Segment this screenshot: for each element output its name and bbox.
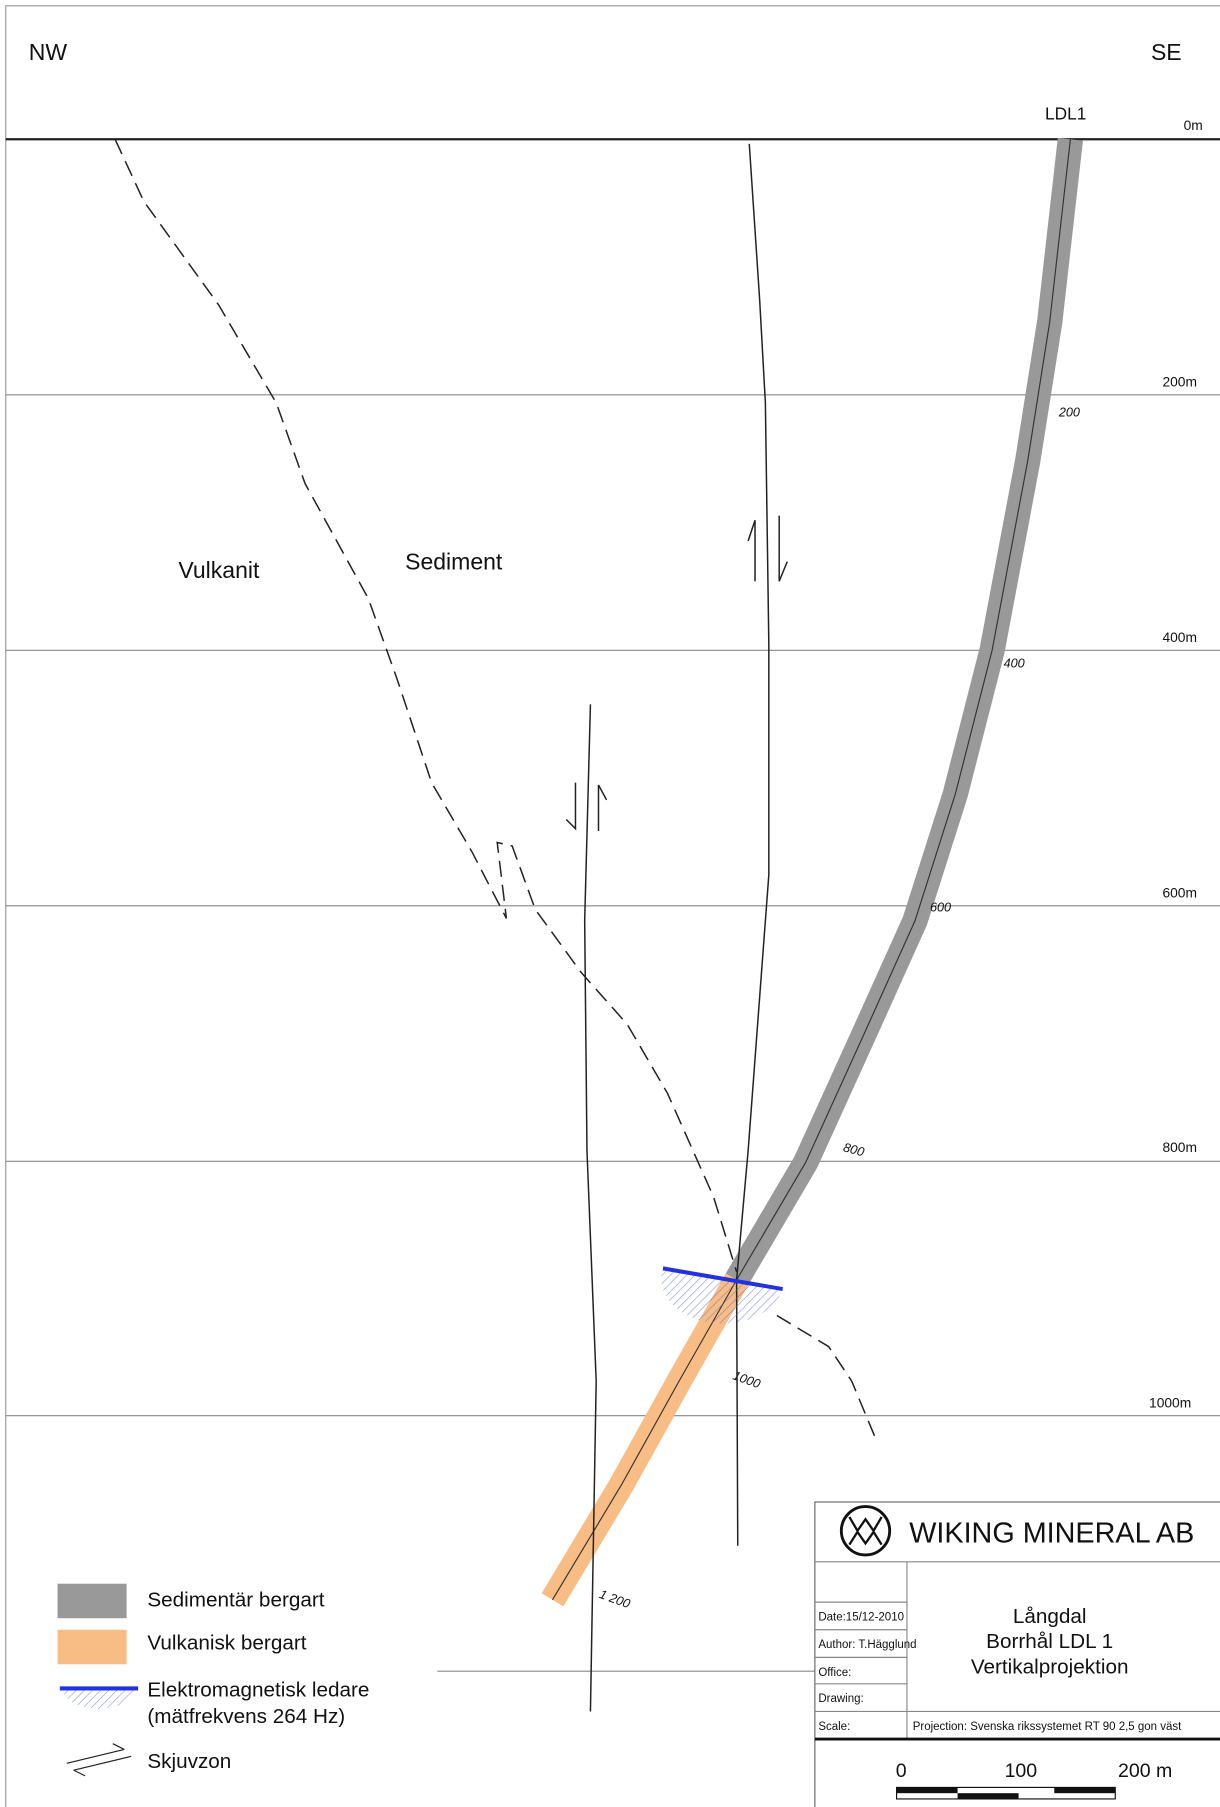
depth-label: 1000m (1149, 1395, 1191, 1411)
company: WIKING MINERAL AB (909, 1517, 1194, 1549)
projection: Projection: Svenska rikssystemet RT 90 2… (913, 1721, 1182, 1733)
nw-label: NW (29, 39, 68, 65)
hole-depth: 600 (930, 901, 951, 915)
contact-line (776, 1314, 876, 1437)
field: Office: (818, 1667, 851, 1679)
logo (848, 1516, 883, 1546)
title-block: WIKING MINERAL AB Date:15/12-2010 Author… (814, 1501, 1220, 1807)
legend-text: Vulkanisk bergart (147, 1631, 306, 1654)
field: Scale: (818, 1721, 850, 1733)
legend: Sedimentär bergart Vulkanisk bergart Ele… (57, 1583, 369, 1777)
shear-arrows (565, 515, 788, 831)
hole-depth: 400 (1004, 657, 1025, 671)
legend-text: Sedimentär bergart (147, 1589, 324, 1612)
legend-text: Skjuvzon (147, 1750, 231, 1773)
drawing-title: Långdal (1013, 1605, 1087, 1628)
scale-label: 100 (1005, 1760, 1038, 1782)
title-grid (814, 1561, 1220, 1740)
depth-label: 200m (1162, 374, 1197, 390)
scale-bar (1054, 1787, 1116, 1794)
legend-text: Elektromagnetisk ledare (147, 1678, 369, 1701)
contact-line (114, 138, 738, 1273)
em-anomaly (661, 1268, 783, 1324)
title-frame (814, 1501, 1220, 1807)
field: Date:15/12-2010 (818, 1612, 904, 1624)
legend-text: (mätfrekvens 264 Hz) (147, 1705, 345, 1728)
borehole-trace (551, 139, 1071, 1601)
borehole-name: LDL1 (1045, 104, 1086, 124)
depth-label: 800m (1162, 1139, 1197, 1155)
scale-label: 200 m (1118, 1760, 1172, 1782)
hole-depth: 200 (1058, 406, 1080, 420)
drawing-title: Vertikalprojektion (971, 1655, 1129, 1678)
scale-label: 0 (896, 1760, 907, 1782)
hole-depth: 1 200 (597, 1587, 632, 1611)
fault (583, 704, 597, 1712)
legend-swatch (57, 1583, 127, 1619)
field: Drawing: (818, 1693, 863, 1705)
hole-depth: 1000 (731, 1369, 762, 1392)
em-conductor (662, 1266, 783, 1292)
field: Author: T.Hägglund (818, 1639, 916, 1651)
hole-depth: 800 (842, 1140, 866, 1159)
legend-swatch (66, 1743, 132, 1777)
depth-axis: 0m 200m 400m 600m 800m 1000m (1149, 117, 1203, 1411)
logo (839, 1505, 892, 1557)
scale-bar (896, 1787, 958, 1794)
legend-swatch (63, 1689, 135, 1709)
drawing-title: Borrhål LDL 1 (986, 1630, 1113, 1653)
scale-bar (957, 1793, 1019, 1799)
se-label: SE (1151, 39, 1182, 65)
depth-label: 600m (1162, 885, 1197, 901)
legend-swatch (57, 1629, 127, 1665)
sediment-interval (725, 137, 1083, 1287)
depth-label: 0m (1184, 117, 1203, 133)
depth-lines (5, 394, 1220, 1672)
frame (5, 5, 1220, 1807)
unit-label: Vulkanit (178, 557, 260, 583)
fault (735, 143, 770, 1546)
depth-label: 400m (1162, 629, 1197, 645)
unit-label: Sediment (405, 549, 503, 575)
